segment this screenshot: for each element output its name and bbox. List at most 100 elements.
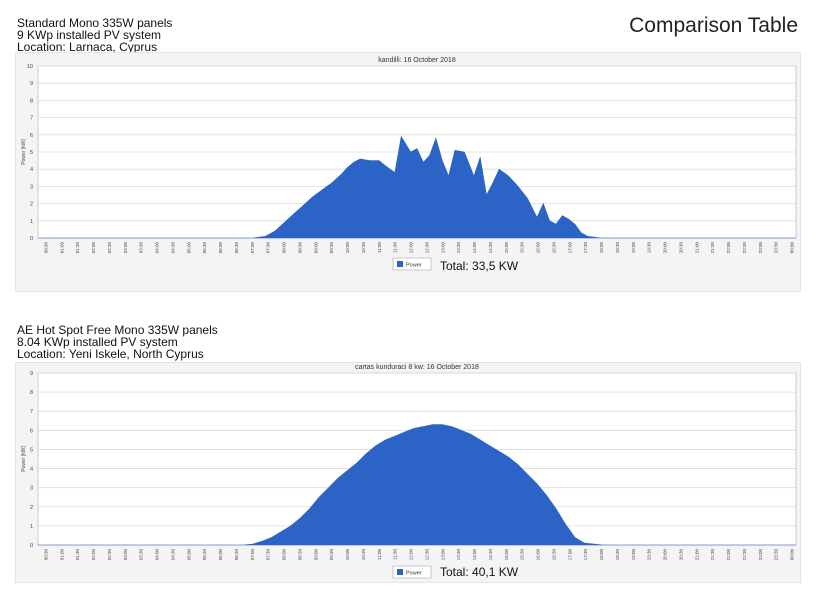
x-tick-label: 11:00: [377, 549, 382, 560]
x-tick-label: 17:00: [567, 242, 572, 254]
x-tick-label: 18:30: [615, 549, 620, 561]
x-tick-label: 05:30: [202, 242, 207, 254]
x-tick-label: 00:00: [790, 549, 795, 561]
x-tick-label: 19:00: [631, 242, 636, 254]
x-tick-label: 08:00: [282, 242, 287, 254]
y-tick-label: 0: [30, 543, 33, 549]
x-tick-label: 01:30: [75, 242, 80, 254]
y-tick-label: 8: [30, 390, 33, 396]
x-tick-label: 14:30: [488, 549, 493, 561]
x-tick-label: 06:30: [234, 242, 239, 254]
x-tick-label: 00:30: [44, 242, 49, 254]
x-tick-label: 04:00: [155, 242, 160, 254]
y-tick-label: 2: [30, 505, 33, 511]
x-tick-label: 12:30: [424, 242, 429, 254]
legend-swatch: [397, 261, 403, 267]
bottom-description-line: Location: Yeni Iskele, North Cyprus: [17, 347, 204, 361]
power-area-series: [38, 135, 796, 239]
x-tick-label: 13:30: [456, 242, 461, 254]
x-tick-label: 10:00: [345, 549, 350, 561]
x-tick-label: 06:30: [234, 549, 239, 561]
top-system-description: Standard Mono 335W panels 9 KWp installe…: [17, 17, 172, 53]
x-tick-label: 00:00: [790, 242, 795, 254]
y-tick-label: 7: [30, 409, 33, 415]
x-tick-label: 01:30: [75, 549, 80, 561]
x-tick-label: 16:30: [551, 549, 556, 561]
x-tick-label: 23:30: [774, 549, 779, 561]
x-tick-label: 01:00: [59, 242, 64, 254]
x-tick-label: 16:30: [551, 242, 556, 254]
bottom-description-line: AE Hot Spot Free Mono 335W panels: [17, 323, 218, 337]
y-tick-label: 3: [30, 486, 33, 492]
x-tick-label: 11:30: [393, 242, 398, 253]
x-tick-label: 03:30: [139, 242, 144, 254]
x-tick-label: 03:00: [123, 549, 128, 561]
x-tick-label: 08:30: [297, 549, 302, 561]
x-tick-label: 09:30: [329, 549, 334, 561]
x-tick-label: 22:30: [742, 549, 747, 561]
x-tick-label: 23:30: [774, 242, 779, 254]
x-tick-label: 23:00: [758, 549, 763, 561]
x-tick-label: 07:00: [250, 242, 255, 254]
y-tick-label: 6: [30, 428, 33, 434]
x-tick-label: 07:00: [250, 549, 255, 561]
top-description-line: Location: Larnaca, Cyprus: [17, 40, 158, 54]
top-description-line: 9 KWp installed PV system: [17, 28, 162, 42]
legend-swatch: [397, 569, 403, 575]
x-tick-label: 11:00: [377, 242, 382, 253]
y-tick-label: 9: [30, 371, 33, 377]
y-tick-label: 5: [30, 447, 33, 453]
x-tick-label: 18:00: [599, 242, 604, 254]
top-power-chart: kandilli: 16 October 2018 0 1 2 3 4 5 6 7 8 9 10 Pow…: [21, 57, 797, 271]
x-tick-label: 21:30: [710, 549, 715, 561]
x-tick-label: 02:00: [91, 242, 96, 254]
x-tick-label: 18:30: [615, 242, 620, 254]
x-tick-label: 13:00: [440, 549, 445, 561]
page-title: Comparison Table: [629, 14, 798, 37]
x-tick-label: 14:00: [472, 242, 477, 254]
chart-legend: Power: [392, 565, 432, 579]
x-tick-label: 17:30: [583, 242, 588, 254]
x-tick-label: 12:00: [409, 549, 414, 561]
x-tick-label: 07:30: [266, 549, 271, 561]
y-axis-label: Power [kW]: [21, 446, 27, 472]
x-tick-label: 19:30: [647, 549, 652, 561]
x-tick-label: 09:00: [313, 242, 318, 254]
y-tick-label: 10: [27, 64, 33, 70]
x-tick-label: 21:00: [694, 549, 699, 561]
top-chart-panel: kandilli: 16 October 2018 0 1 2 3 4 5 6 7 8 9 10 Pow…: [15, 52, 801, 292]
x-tick-label: 02:30: [107, 242, 112, 254]
x-tick-label: 00:30: [44, 549, 49, 561]
x-tick-label: 12:00: [409, 242, 414, 254]
x-tick-label: 20:00: [663, 549, 668, 561]
x-tick-label: 02:00: [91, 549, 96, 561]
x-tick-label: 22:00: [726, 242, 731, 254]
x-tick-label: 10:30: [361, 549, 366, 561]
y-tick-label: 2: [30, 202, 33, 208]
x-tick-label: 22:00: [726, 549, 731, 561]
x-tick-label: 21:30: [710, 242, 715, 254]
legend-label: Power: [406, 263, 422, 269]
x-tick-label: 15:00: [504, 242, 509, 254]
x-tick-label: 05:30: [202, 549, 207, 561]
x-tick-label: 16:00: [536, 242, 541, 254]
x-tick-label: 04:30: [170, 242, 175, 254]
x-tick-label: 06:00: [218, 242, 223, 254]
x-tick-label: 09:00: [313, 549, 318, 561]
y-tick-label: 1: [30, 524, 33, 530]
x-tick-label: 02:30: [107, 549, 112, 561]
x-tick-label: 04:00: [155, 549, 160, 561]
x-tick-label: 16:00: [536, 549, 541, 561]
x-tick-label: 23:00: [758, 242, 763, 254]
x-tick-label: 09:30: [329, 242, 334, 254]
chart-legend: Power: [392, 257, 432, 271]
y-tick-label: 6: [30, 133, 33, 139]
y-tick-label: 3: [30, 184, 33, 190]
y-tick-label: 0: [30, 236, 33, 242]
x-tick-label: 20:30: [678, 549, 683, 561]
y-tick-label: 4: [30, 167, 33, 173]
legend-label: Power: [406, 571, 422, 577]
y-tick-label: 1: [30, 219, 33, 225]
x-tick-label: 06:00: [218, 549, 223, 561]
x-tick-label: 17:00: [567, 549, 572, 561]
